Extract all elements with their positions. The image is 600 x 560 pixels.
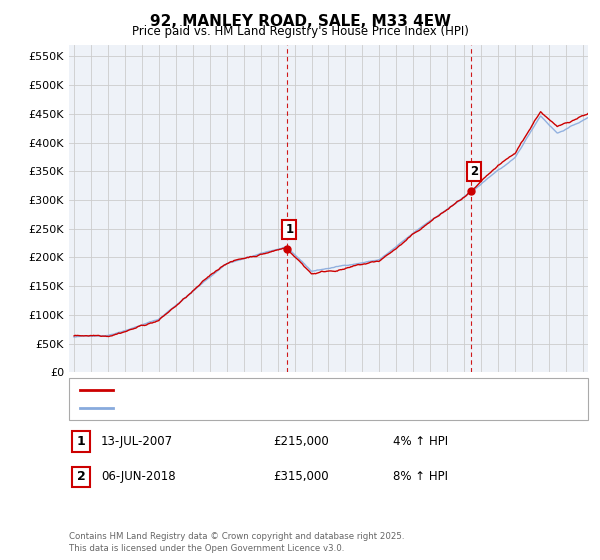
Text: £215,000: £215,000 [273, 435, 329, 448]
Text: 92, MANLEY ROAD, SALE, M33 4EW (semi-detached house): 92, MANLEY ROAD, SALE, M33 4EW (semi-det… [120, 385, 428, 395]
Text: 2: 2 [77, 470, 85, 483]
Text: 2: 2 [470, 165, 478, 178]
Text: 06-JUN-2018: 06-JUN-2018 [101, 470, 175, 483]
Text: 8% ↑ HPI: 8% ↑ HPI [393, 470, 448, 483]
Text: 13-JUL-2007: 13-JUL-2007 [101, 435, 173, 448]
Text: £315,000: £315,000 [273, 470, 329, 483]
Text: Price paid vs. HM Land Registry's House Price Index (HPI): Price paid vs. HM Land Registry's House … [131, 25, 469, 38]
Text: HPI: Average price, semi-detached house, Trafford: HPI: Average price, semi-detached house,… [120, 403, 382, 413]
Text: 1: 1 [77, 435, 85, 448]
Text: 1: 1 [285, 223, 293, 236]
Text: 4% ↑ HPI: 4% ↑ HPI [393, 435, 448, 448]
Text: Contains HM Land Registry data © Crown copyright and database right 2025.
This d: Contains HM Land Registry data © Crown c… [69, 533, 404, 553]
Text: 92, MANLEY ROAD, SALE, M33 4EW: 92, MANLEY ROAD, SALE, M33 4EW [149, 14, 451, 29]
